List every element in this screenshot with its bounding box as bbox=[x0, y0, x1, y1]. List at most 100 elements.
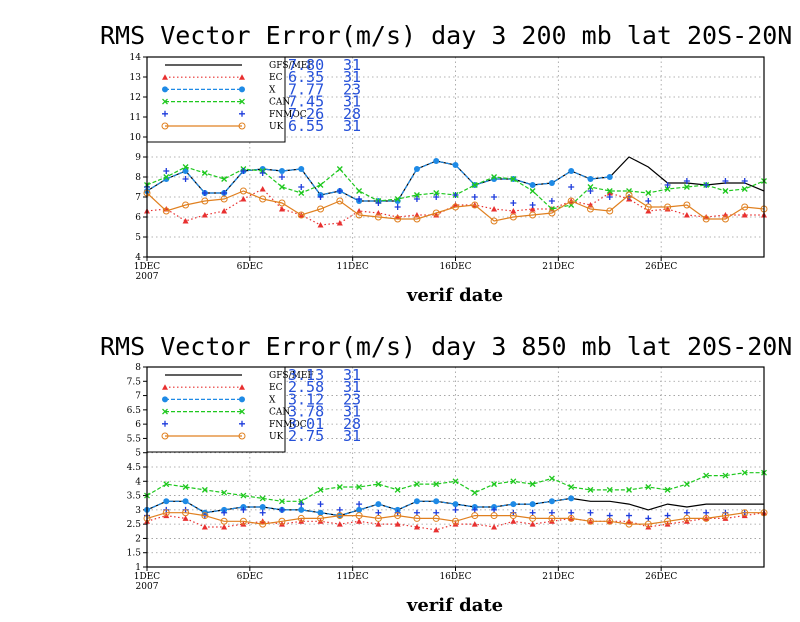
legend-name: UK bbox=[269, 432, 284, 442]
legend-value: 3.78 bbox=[288, 403, 324, 421]
data-point bbox=[259, 195, 267, 203]
legend-box bbox=[146, 56, 286, 143]
data-point bbox=[221, 208, 228, 214]
data-point bbox=[471, 489, 478, 496]
data-point bbox=[491, 481, 498, 488]
data-point bbox=[375, 501, 382, 508]
data-point bbox=[606, 517, 614, 525]
data-point bbox=[278, 168, 285, 174]
y-tick-label: 9 bbox=[135, 153, 141, 163]
data-point bbox=[471, 201, 479, 209]
data-point bbox=[162, 509, 170, 517]
series-line bbox=[146, 160, 610, 202]
data-point bbox=[394, 215, 402, 223]
data-point bbox=[336, 220, 343, 226]
legend-marker-start bbox=[161, 122, 169, 130]
data-point bbox=[587, 509, 594, 516]
x-tick-label: 16DEC bbox=[439, 262, 471, 272]
y-tick-label: 2 bbox=[135, 534, 141, 544]
data-point bbox=[568, 184, 575, 190]
data-point bbox=[587, 176, 594, 182]
legend-marker-end bbox=[238, 432, 246, 440]
legend-value: 2.58 bbox=[288, 378, 324, 396]
data-point bbox=[452, 203, 459, 211]
data-point bbox=[683, 212, 690, 218]
x-tick-label: 1DEC bbox=[134, 262, 161, 272]
chart-title: RMS Vector Error(m/s) day 3 200 mb lat 2… bbox=[100, 21, 792, 50]
data-point bbox=[182, 176, 189, 182]
data-point bbox=[721, 512, 729, 520]
data-point bbox=[452, 501, 459, 508]
data-point bbox=[240, 168, 247, 174]
data-point bbox=[356, 196, 363, 202]
legend-count: 31 bbox=[343, 93, 361, 111]
data-point bbox=[548, 475, 555, 482]
data-point bbox=[317, 194, 324, 200]
data-point bbox=[722, 178, 729, 184]
data-point bbox=[702, 514, 710, 522]
data-point bbox=[548, 514, 556, 522]
data-point bbox=[645, 198, 652, 204]
data-point bbox=[703, 182, 710, 188]
data-point bbox=[336, 197, 344, 205]
data-point bbox=[683, 509, 690, 516]
data-point bbox=[239, 517, 247, 525]
series-fnmoc bbox=[144, 168, 748, 210]
data-point bbox=[741, 469, 748, 476]
chart-title: RMS Vector Error(m/s) day 3 850 mb lat 2… bbox=[100, 332, 792, 361]
legend-value: 3.13 bbox=[288, 366, 324, 384]
legend-entry: EC 2.58 31 bbox=[162, 378, 361, 396]
y-tick-label: 1 bbox=[135, 563, 141, 573]
x-tick-label-year: 2007 bbox=[136, 582, 159, 592]
data-point bbox=[568, 495, 575, 502]
y-tick-label: 12 bbox=[130, 93, 141, 103]
data-point bbox=[433, 194, 440, 200]
data-point bbox=[433, 509, 440, 516]
legend-value: 7.80 bbox=[288, 56, 324, 74]
data-point bbox=[741, 178, 748, 184]
data-point bbox=[509, 512, 517, 520]
data-point bbox=[182, 164, 189, 170]
series-x bbox=[144, 158, 613, 204]
data-point bbox=[452, 478, 459, 485]
legend-name: X bbox=[269, 85, 276, 95]
data-point bbox=[220, 195, 228, 203]
data-point bbox=[201, 212, 208, 218]
y-tick-label: 5 bbox=[135, 449, 141, 459]
data-point bbox=[433, 158, 440, 164]
x-axis-label: verif date bbox=[406, 285, 503, 306]
series-uk bbox=[143, 187, 768, 225]
chart-panel-1: RMS Vector Error(m/s) day 3 200 mb lat 2… bbox=[100, 21, 792, 306]
data-point bbox=[586, 205, 594, 213]
data-point bbox=[413, 498, 420, 505]
data-point bbox=[259, 504, 266, 510]
data-point bbox=[433, 481, 440, 488]
data-point bbox=[510, 200, 517, 206]
x-tick-label: 6DEC bbox=[237, 262, 264, 272]
data-point bbox=[201, 524, 208, 530]
data-point bbox=[529, 206, 536, 212]
data-point bbox=[259, 520, 267, 528]
data-point bbox=[586, 517, 594, 525]
data-point bbox=[220, 517, 228, 525]
data-point bbox=[182, 218, 189, 224]
y-tick-label: 7 bbox=[135, 193, 141, 203]
legend-name: X bbox=[269, 395, 276, 405]
data-point bbox=[297, 211, 305, 219]
data-point bbox=[587, 184, 594, 190]
data-point bbox=[240, 492, 247, 499]
data-point bbox=[240, 506, 247, 513]
legend-name: CAN bbox=[269, 408, 290, 418]
data-point bbox=[413, 481, 420, 488]
legend-marker-start bbox=[162, 384, 168, 390]
data-point bbox=[201, 190, 208, 196]
data-point bbox=[336, 484, 343, 490]
data-point bbox=[491, 506, 498, 513]
data-point bbox=[568, 484, 575, 490]
legend-value: 7.45 bbox=[288, 93, 324, 111]
legend-count: 23 bbox=[343, 390, 361, 408]
data-point bbox=[375, 521, 382, 527]
